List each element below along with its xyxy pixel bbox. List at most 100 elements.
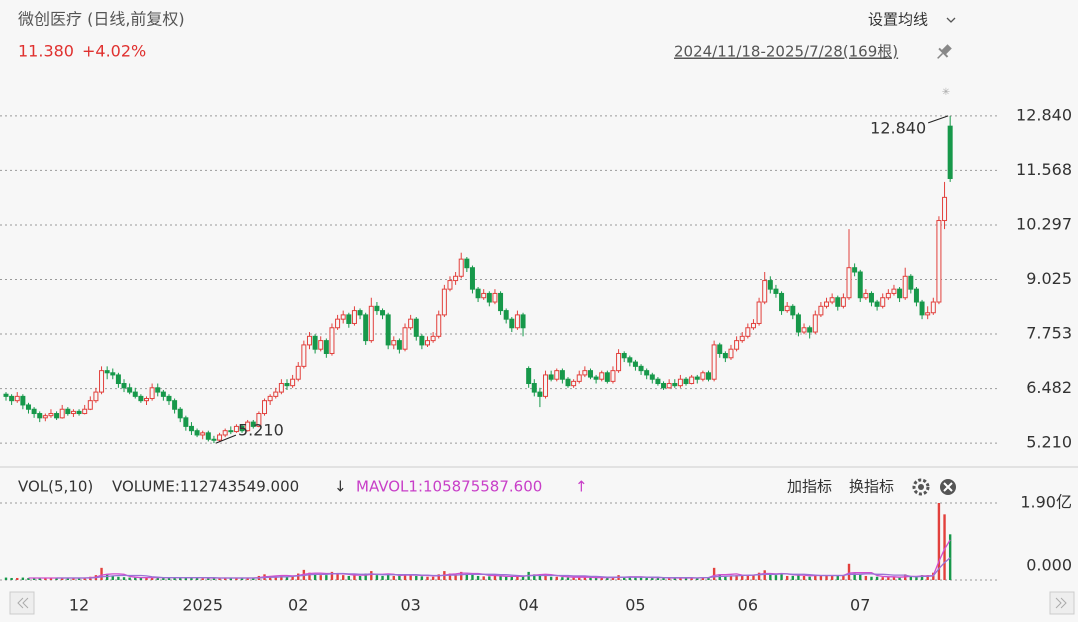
volume-bar <box>600 577 603 580</box>
candle-body <box>593 376 599 380</box>
candle-body <box>902 275 908 299</box>
volume-bar <box>49 577 53 580</box>
candle-body <box>149 387 155 400</box>
volume-bar <box>21 577 25 580</box>
annotation-arrow <box>215 434 237 444</box>
date-range[interactable]: 2024/11/18-2025/7/28(169根) <box>674 43 898 61</box>
volume-bar <box>651 577 654 580</box>
candle-body <box>351 310 357 324</box>
volume-bar <box>516 576 519 580</box>
candle-body <box>93 391 99 402</box>
volume-bar <box>465 574 469 580</box>
volume-bar <box>150 576 154 580</box>
volume-bar <box>797 574 800 580</box>
candle-body <box>565 378 571 387</box>
candle-body <box>559 370 565 380</box>
y-tick-label: 12.840 <box>1016 105 1072 124</box>
volume-bar <box>111 575 114 580</box>
candle-body <box>509 318 515 329</box>
volume-bar <box>184 577 188 580</box>
scroll-left[interactable] <box>9 591 35 615</box>
volume-bar <box>156 577 159 580</box>
candle-body <box>666 383 672 389</box>
volume-bar <box>847 563 851 580</box>
volume-bar <box>926 575 929 580</box>
volume-bar <box>572 577 575 580</box>
volume-bar <box>707 577 710 580</box>
add-indicator[interactable]: 加指标 <box>787 478 832 496</box>
volume-bar <box>493 575 497 580</box>
volume-bar <box>218 577 221 580</box>
candle-body <box>273 391 279 397</box>
candle-body <box>537 391 543 397</box>
candle-body <box>722 352 728 359</box>
volume-bar <box>774 575 778 580</box>
candle-body <box>818 305 824 316</box>
volume-bar <box>190 577 193 580</box>
candle-body <box>166 395 172 402</box>
candle-body <box>194 430 200 436</box>
candle-body <box>363 314 369 342</box>
scroll-right[interactable] <box>1049 591 1075 615</box>
volume-bar <box>353 574 356 580</box>
candle-body <box>9 395 15 402</box>
candle-body <box>217 434 223 441</box>
candle-body <box>919 301 925 316</box>
candle-body <box>734 340 740 350</box>
volume-bar <box>223 577 227 580</box>
candle-body <box>385 314 391 346</box>
candle-body <box>306 335 312 346</box>
ma-setting[interactable]: 设置均线 <box>868 11 928 29</box>
candle-body <box>925 312 931 316</box>
volume-bar <box>398 575 401 580</box>
volume-bar <box>830 575 834 580</box>
dropdown-icon[interactable] <box>946 17 956 23</box>
candle-body <box>312 335 318 350</box>
close-icon[interactable] <box>940 479 956 495</box>
switch-indicator[interactable]: 换指标 <box>849 478 894 496</box>
last-price: 11.380 <box>18 42 74 61</box>
candle-body <box>891 288 897 294</box>
candle-body <box>200 432 206 436</box>
volume-bar <box>549 576 553 580</box>
volume-bar <box>201 578 204 580</box>
volume-label: VOLUME:112743549.000 <box>112 478 299 496</box>
candle-body <box>526 367 532 385</box>
volume-bar <box>791 575 794 580</box>
candle-body <box>329 327 335 354</box>
settings-icon[interactable] <box>912 478 930 496</box>
candle-body <box>520 314 526 329</box>
candle-body <box>155 387 161 393</box>
volume-bar <box>280 575 283 580</box>
candle-body <box>430 335 436 342</box>
pin-icon[interactable] <box>933 42 954 63</box>
volume-bar <box>948 534 952 580</box>
volume-bar <box>66 578 70 580</box>
volume-bar <box>44 578 47 580</box>
volume-bar <box>4 577 8 580</box>
volume-bar <box>639 577 643 580</box>
volume-bar <box>628 577 632 580</box>
candle-body <box>885 292 891 299</box>
candle-body <box>245 421 251 432</box>
candle-body <box>115 374 121 385</box>
volume-bar <box>77 577 81 580</box>
volume-bar <box>611 577 615 580</box>
volume-bar <box>358 575 362 580</box>
volume-bar <box>134 577 137 580</box>
x-tick-label: 04 <box>518 596 538 615</box>
candle-body <box>188 425 194 432</box>
candle-body <box>947 125 953 179</box>
candle-body <box>233 425 239 433</box>
candle-body <box>318 340 324 350</box>
volume-bar <box>769 574 772 580</box>
candle-body <box>767 280 773 290</box>
volume-bar <box>437 574 440 580</box>
candle-body <box>20 395 26 406</box>
volume-bar <box>864 575 868 580</box>
candle-body <box>419 335 425 346</box>
x-tick-label: 2025 <box>182 596 223 615</box>
candle-body <box>644 370 650 376</box>
volume-bar <box>785 575 789 580</box>
volume-bar <box>392 575 395 580</box>
